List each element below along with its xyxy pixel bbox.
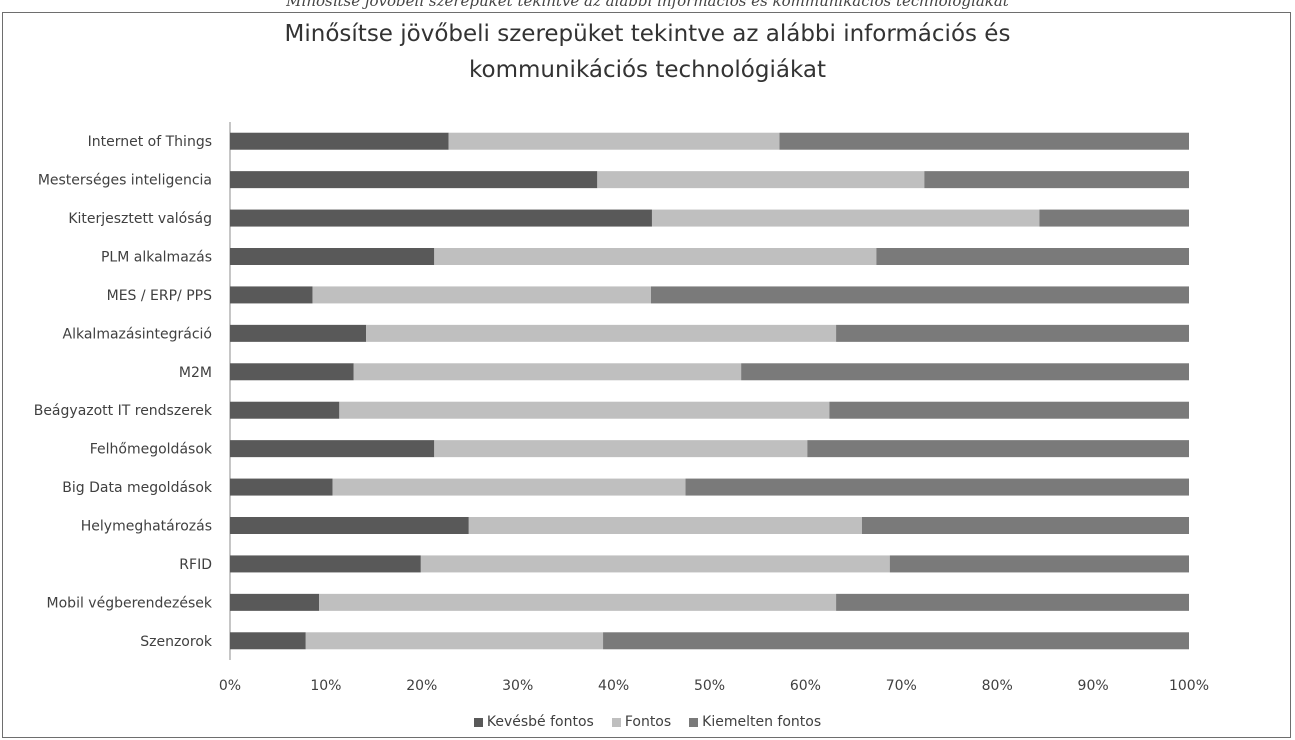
y-tick-label: Beágyazott IT rendszerek <box>34 403 213 419</box>
chart-title-line-2: kommunikációs technológiákat <box>469 57 826 83</box>
y-tick-label: Felhőmegoldások <box>90 442 213 458</box>
bar-segment-fontos <box>434 248 877 265</box>
bar-segment-fontos <box>305 632 604 650</box>
y-tick-label: Helymeghatározás <box>81 519 212 535</box>
bar-segment-kevesbe-fontos <box>230 132 449 150</box>
legend-swatch-fontos <box>611 717 621 727</box>
bar-segment-kiemelten-fontos <box>741 363 1189 381</box>
bar-segment-kevesbe-fontos <box>230 401 340 419</box>
bar-segment-kiemelten-fontos <box>829 401 1189 419</box>
x-tick-label: 40% <box>598 678 629 694</box>
bar-segment-kevesbe-fontos <box>230 171 598 189</box>
y-tick-label: Szenzorok <box>140 634 213 650</box>
bar-segment-kiemelten-fontos <box>924 171 1189 189</box>
bar-segment-fontos <box>319 593 837 611</box>
bar-segment-kevesbe-fontos <box>230 440 435 458</box>
bar-segment-fontos <box>420 555 890 573</box>
legend-label-kevesbe-fontos: Kevésbé fontos <box>486 714 594 730</box>
page-caption: Minősítse jövőbeli szerepüket tekintve a… <box>286 0 1009 10</box>
bar-segment-kevesbe-fontos <box>230 632 306 650</box>
y-tick-label: Alkalmazásintegráció <box>63 326 212 342</box>
bar-segment-kiemelten-fontos <box>807 440 1189 458</box>
x-tick-label: 20% <box>406 678 437 694</box>
y-tick-label: Mobil végberendezések <box>47 595 213 611</box>
y-tick-label: Big Data megoldások <box>62 480 213 496</box>
bar-segment-kiemelten-fontos <box>836 324 1189 342</box>
bar-segment-kevesbe-fontos <box>230 324 367 342</box>
bar-segment-fontos <box>332 478 686 496</box>
y-tick-label: PLM alkalmazás <box>101 250 212 266</box>
bar-segment-fontos <box>448 132 780 150</box>
bar-segment-kevesbe-fontos <box>230 593 320 611</box>
page-caption-strip: Minősítse jövőbeli szerepüket tekintve a… <box>0 0 1295 16</box>
bar-segment-kevesbe-fontos <box>230 517 469 534</box>
y-tick-label: Mesterséges inteligencia <box>38 173 212 189</box>
legend-item-kevesbe-fontos: Kevésbé fontos <box>473 714 594 730</box>
x-tick-label: 90% <box>1078 678 1109 694</box>
legend-swatch-kiemelten-fontos <box>689 717 699 727</box>
x-tick-label: 70% <box>886 678 917 694</box>
bar-segment-kevesbe-fontos <box>230 248 435 265</box>
x-tick-label: 100% <box>1169 678 1209 694</box>
bar-segment-kiemelten-fontos <box>685 478 1189 496</box>
bar-segment-kiemelten-fontos <box>876 248 1189 265</box>
y-tick-label: MES / ERP/ PPS <box>107 288 212 304</box>
legend-item-kiemelten-fontos: Kiemelten fontos <box>689 714 821 730</box>
y-tick-label: M2M <box>179 365 212 381</box>
legend-swatch-kevesbe-fontos <box>473 717 483 727</box>
bar-segment-fontos <box>312 286 652 304</box>
bar-segment-kevesbe-fontos <box>230 478 333 496</box>
bar-segment-kiemelten-fontos <box>861 517 1189 534</box>
bar-segment-fontos <box>366 324 837 342</box>
bar-segment-fontos <box>353 363 742 381</box>
chart-legend: Kevésbé fontos Fontos Kiemelten fontos <box>0 714 1295 730</box>
x-tick-label: 80% <box>982 678 1013 694</box>
legend-label-kiemelten-fontos: Kiemelten fontos <box>702 714 822 730</box>
bar-segment-fontos <box>651 209 1040 227</box>
chart-title-line-1: Minősítse jövőbeli szerepüket tekintve a… <box>284 21 1011 47</box>
x-tick-label: 0% <box>219 678 241 694</box>
bar-segment-kevesbe-fontos <box>230 555 421 573</box>
x-tick-label: 60% <box>790 678 821 694</box>
bar-segment-kiemelten-fontos <box>651 286 1189 304</box>
bar-segment-fontos <box>468 517 862 534</box>
bar-segment-kiemelten-fontos <box>1039 209 1189 227</box>
bar-segment-kiemelten-fontos <box>603 632 1189 650</box>
x-tick-label: 50% <box>694 678 725 694</box>
y-tick-label: Kiterjesztett valóság <box>68 211 212 227</box>
bar-segment-fontos <box>597 171 925 189</box>
x-tick-label: 30% <box>502 678 533 694</box>
bar-segment-fontos <box>434 440 808 458</box>
bar-segment-kiemelten-fontos <box>836 593 1189 611</box>
bar-segment-kiemelten-fontos <box>779 132 1189 150</box>
bar-segment-kiemelten-fontos <box>889 555 1189 573</box>
bar-segment-kevesbe-fontos <box>230 363 354 381</box>
bar-segment-kevesbe-fontos <box>230 209 652 227</box>
x-tick-label: 10% <box>310 678 341 694</box>
legend-item-fontos: Fontos <box>611 714 672 730</box>
bar-segment-kevesbe-fontos <box>230 286 313 304</box>
y-tick-label: Internet of Things <box>88 134 212 150</box>
chart-title: Minősítse jövőbeli szerepüket tekintve a… <box>0 16 1295 88</box>
bar-segment-fontos <box>339 401 830 419</box>
y-tick-label: RFID <box>179 557 212 573</box>
legend-label-fontos: Fontos <box>624 714 672 730</box>
